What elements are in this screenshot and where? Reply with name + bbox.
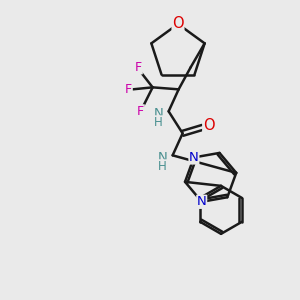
- Text: F: F: [137, 105, 144, 118]
- Text: F: F: [135, 61, 142, 74]
- Text: O: O: [172, 16, 184, 32]
- Text: O: O: [203, 118, 214, 133]
- Text: N: N: [189, 151, 199, 164]
- Text: H: H: [154, 116, 163, 129]
- Text: N: N: [197, 195, 207, 208]
- Text: N: N: [158, 151, 167, 164]
- Text: N: N: [154, 107, 164, 120]
- Text: H: H: [158, 160, 167, 173]
- Text: F: F: [125, 83, 132, 96]
